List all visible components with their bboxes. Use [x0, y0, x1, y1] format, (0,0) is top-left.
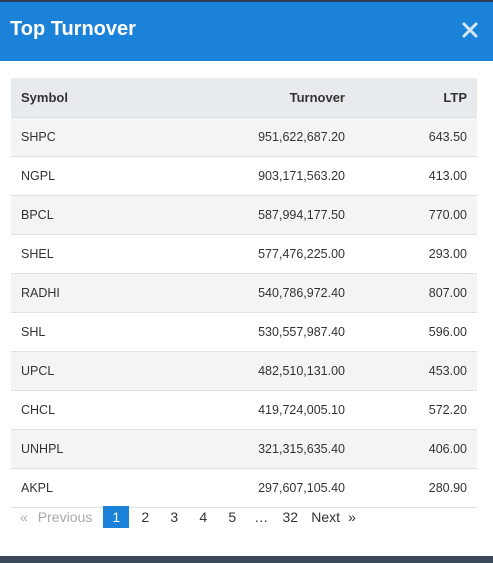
- pagination: « Previous 1 2 3 4 5 … 32 Next »: [11, 506, 356, 528]
- cell-turnover: 297,607,105.40: [171, 468, 361, 508]
- page-3-button[interactable]: 3: [170, 509, 179, 525]
- cell-turnover: 482,510,131.00: [171, 351, 361, 391]
- modal-title: Top Turnover: [10, 18, 136, 40]
- cell-symbol: BPCL: [11, 195, 171, 235]
- cell-ltp: 643.50: [361, 117, 477, 157]
- cell-ltp: 280.90: [361, 468, 477, 508]
- cell-turnover: 587,994,177.50: [171, 195, 361, 235]
- page-5-button[interactable]: 5: [228, 509, 237, 525]
- cell-ltp: 293.00: [361, 234, 477, 274]
- next-button[interactable]: Next »: [311, 506, 356, 528]
- pagination-ellipsis: …: [254, 509, 269, 525]
- cell-ltp: 572.20: [361, 390, 477, 430]
- cell-turnover: 903,171,563.20: [171, 156, 361, 196]
- cell-ltp: 413.00: [361, 156, 477, 196]
- cell-ltp: 596.00: [361, 312, 477, 352]
- header-turnover[interactable]: Turnover: [171, 78, 361, 118]
- page-1-button[interactable]: 1: [103, 506, 130, 528]
- table-header-row: Symbol Turnover LTP: [11, 78, 477, 118]
- cell-symbol: SHPC: [11, 117, 171, 157]
- turnover-table: Symbol Turnover LTP SHPC 951,622,687.20 64…: [11, 78, 477, 508]
- previous-button[interactable]: « Previous: [20, 506, 92, 528]
- close-icon: [462, 22, 478, 38]
- cell-turnover: 530,557,987.40: [171, 312, 361, 352]
- cell-turnover: 321,315,635.40: [171, 429, 361, 469]
- background-strip: [0, 556, 493, 563]
- table-row[interactable]: AKPL 297,607,105.40 280.90: [11, 468, 477, 508]
- page-last-button[interactable]: 32: [282, 509, 299, 525]
- table-row[interactable]: BPCL 587,994,177.50 770.00: [11, 195, 477, 235]
- cell-turnover: 419,724,005.10: [171, 390, 361, 430]
- cell-turnover: 577,476,225.00: [171, 234, 361, 274]
- cell-symbol: SHEL: [11, 234, 171, 274]
- table-row[interactable]: RADHI 540,786,972.40 807.00: [11, 273, 477, 313]
- table-row[interactable]: SHEL 577,476,225.00 293.00: [11, 234, 477, 274]
- cell-ltp: 770.00: [361, 195, 477, 235]
- cell-symbol: CHCL: [11, 390, 171, 430]
- cell-ltp: 453.00: [361, 351, 477, 391]
- cell-symbol: NGPL: [11, 156, 171, 196]
- cell-symbol: AKPL: [11, 468, 171, 508]
- header-symbol[interactable]: Symbol: [11, 78, 171, 118]
- cell-turnover: 951,622,687.20: [171, 117, 361, 157]
- close-button[interactable]: [461, 21, 479, 39]
- cell-symbol: SHL: [11, 312, 171, 352]
- header-ltp[interactable]: LTP: [361, 78, 477, 118]
- cell-ltp: 406.00: [361, 429, 477, 469]
- page-2-button[interactable]: 2: [141, 509, 150, 525]
- cell-turnover: 540,786,972.40: [171, 273, 361, 313]
- table-row[interactable]: SHPC 951,622,687.20 643.50: [11, 117, 477, 157]
- next-arrow-icon: »: [348, 509, 356, 525]
- table-row[interactable]: UPCL 482,510,131.00 453.00: [11, 351, 477, 391]
- cell-symbol: UPCL: [11, 351, 171, 391]
- table-row[interactable]: SHL 530,557,987.40 596.00: [11, 312, 477, 352]
- table-row[interactable]: CHCL 419,724,005.10 572.20: [11, 390, 477, 430]
- cell-symbol: UNHPL: [11, 429, 171, 469]
- previous-label: Previous: [37, 509, 93, 525]
- prev-arrow-icon: «: [20, 509, 28, 525]
- next-label: Next: [311, 509, 341, 525]
- modal-header: Top Turnover: [0, 0, 493, 61]
- table-row[interactable]: NGPL 903,171,563.20 413.00: [11, 156, 477, 196]
- cell-symbol: RADHI: [11, 273, 171, 313]
- table-body: SHPC 951,622,687.20 643.50 NGPL 903,171,563.…: [11, 117, 477, 508]
- page-4-button[interactable]: 4: [199, 509, 208, 525]
- cell-ltp: 807.00: [361, 273, 477, 313]
- table-row[interactable]: UNHPL 321,315,635.40 406.00: [11, 429, 477, 469]
